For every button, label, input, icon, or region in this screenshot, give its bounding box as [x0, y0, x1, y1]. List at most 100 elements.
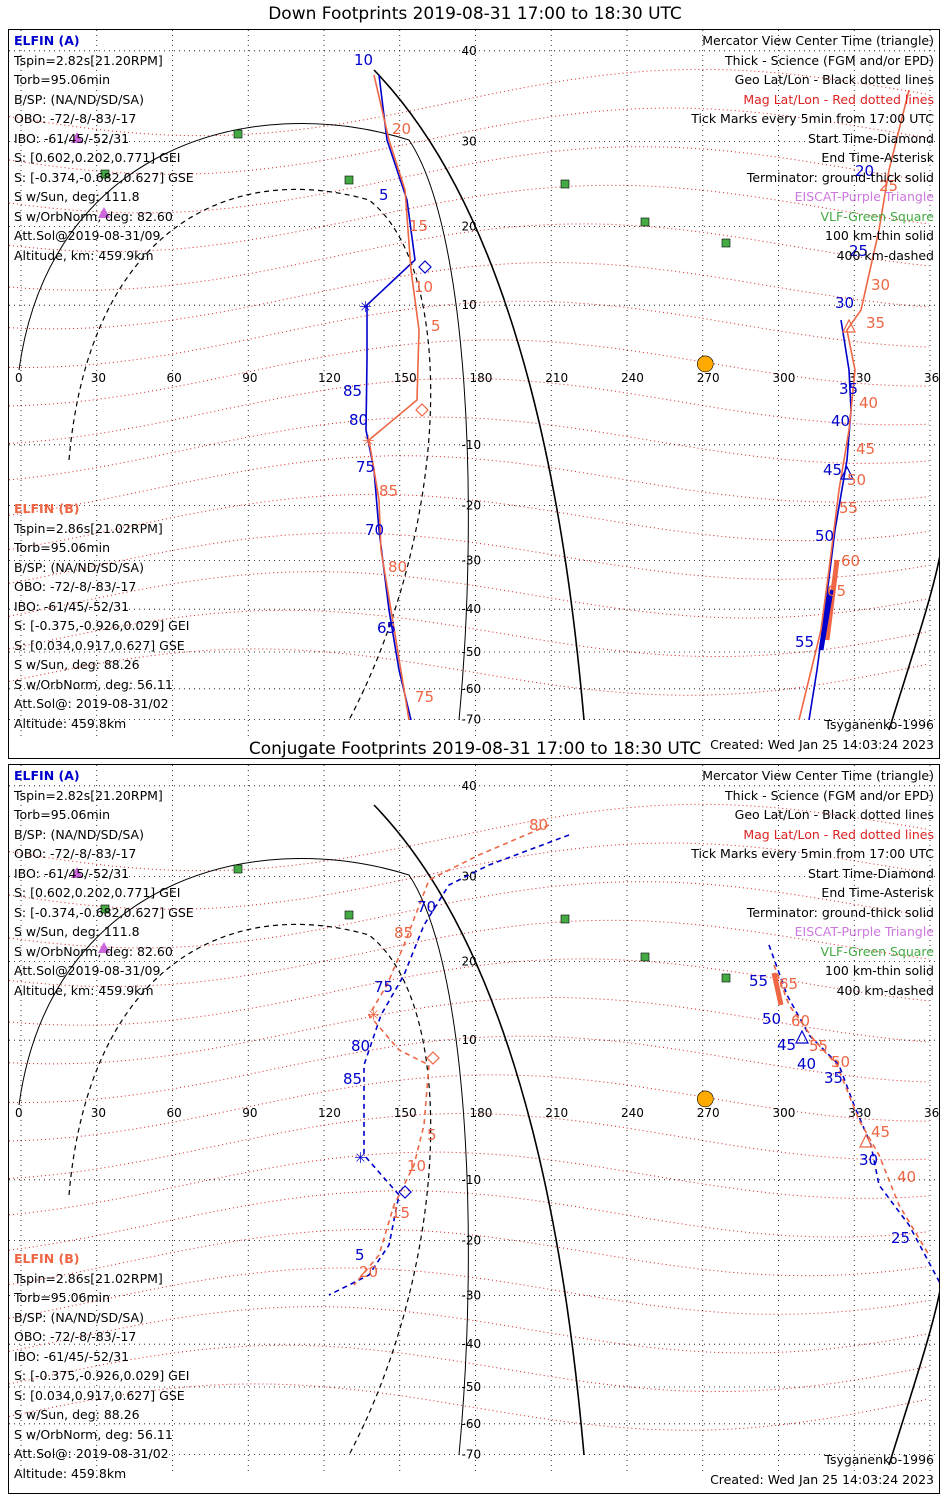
vlf-square-icon [721, 238, 731, 248]
elfin-a-track-east [808, 319, 852, 721]
elfin-a-tick-label: 35 [824, 1069, 843, 1087]
lat-tick-label: 10 [462, 1033, 477, 1047]
lat-tick-label: 40 [462, 44, 477, 58]
lat-tick-label: -20 [462, 1234, 482, 1248]
elfin-b-end-asterisk: ✳ [362, 432, 375, 450]
info-line: S: [-0.375,-0.926,0.029] GEI [14, 1368, 190, 1383]
elfin-a-tick-label: 85 [343, 382, 362, 400]
lon-tick-label: 60 [167, 1106, 182, 1120]
legend-bottom: Mercator View Center Time (triangle) Thi… [691, 766, 934, 1000]
lat-tick-label: 40 [462, 779, 477, 793]
elfin-b-tick-label: 55 [809, 1037, 828, 1055]
elfin-b-info-top: ELFIN (B) Tspin=2.86s[21.02RPM] Torb=95.… [14, 499, 189, 733]
elfin-a-tick-label: 80 [349, 411, 368, 429]
elfin-b-header: ELFIN (B) [14, 1251, 80, 1266]
elfin-a-tick-label: 55 [795, 633, 814, 651]
elfin-b-tick-label: 45 [856, 440, 875, 458]
elfin-b-track [368, 74, 420, 721]
elfin-a-tick-label: 20 [855, 162, 874, 180]
elfin-b-tick-label: 5 [431, 317, 441, 335]
elfin-a-tick-label: 40 [831, 412, 850, 430]
mag-lat-line [9, 493, 930, 551]
elfin-b-tick-label: 80 [388, 558, 407, 576]
info-line: Altitude: 459.8km [14, 715, 127, 731]
lon-tick-label: 90 [242, 371, 257, 385]
info-line: B/SP: (NA/ND/SD/SA) [14, 826, 144, 842]
lat-tick-label: -60 [462, 682, 482, 696]
mag-lat-line [9, 1383, 930, 1431]
lon-tick-label: 270 [697, 371, 720, 385]
elfin-b-tick-label: 15 [391, 1204, 410, 1222]
elfin-b-tick-label: 65 [827, 582, 846, 600]
info-line: IBO: -61/45/-52/31 [14, 865, 130, 881]
elfin-a-tick-label: 30 [835, 294, 854, 312]
elfin-b-tick-label: 45 [871, 1123, 890, 1141]
mag-lat-line [9, 68, 930, 137]
info-line: Tspin=2.82s[21.20RPM] [14, 52, 163, 68]
elfin-b-track-conjugate [353, 824, 550, 1286]
lon-tick-label: 270 [697, 1106, 720, 1120]
legend-end: End Time-Asterisk [821, 885, 934, 900]
info-line: IBO: -61/45/-52/31 [14, 598, 130, 614]
elfin-b-tick-label: 85 [394, 924, 413, 942]
mag-lat-line [9, 881, 930, 949]
elfin-b-tick-label: 60 [791, 1012, 810, 1030]
elfin-b-center-triangle [842, 318, 856, 333]
legend-400km: 400 km-dashed [836, 247, 934, 263]
elfin-b-tick-label: 30 [871, 276, 890, 294]
info-line: B/SP: (NA/ND/SD/SA) [14, 91, 144, 107]
elfin-a-start-diamond [418, 260, 432, 274]
elfin-b-science-segment [824, 559, 840, 641]
mag-lat-line [9, 1267, 930, 1319]
elfin-a-tick-label: 25 [891, 1229, 910, 1247]
elfin-a-info-bottom: ELFIN (A) Tspin=2.82s[21.20RPM] Torb=95.… [14, 766, 194, 1000]
mag-lat-line [9, 184, 930, 253]
mag-lat-line [9, 609, 930, 658]
elfin-a-tick-label: 75 [356, 458, 375, 476]
info-line: IBO: -61/45/-52/31 [14, 1348, 130, 1364]
created-label: Created: Wed Jan 25 14:03:24 2023 [710, 736, 934, 752]
terminator-line [373, 804, 585, 1456]
lon-tick-label: 360 [924, 371, 940, 385]
eiscat-triangle-icon [71, 867, 83, 878]
elfin-b-tick-label: 20 [392, 120, 411, 138]
info-line: S w/OrbNorm, deg: 82.60 [14, 943, 173, 959]
vlf-square-icon [233, 129, 243, 139]
elfin-a-header: ELFIN (A) [14, 768, 80, 783]
elfin-a-end-asterisk: ✳ [354, 1149, 367, 1167]
mag-lat-line [9, 571, 930, 619]
lon-tick-label: 360 [924, 1106, 940, 1120]
terminator-100km [18, 858, 469, 1456]
lon-tick-label: 150 [394, 371, 417, 385]
lon-tick-label: 60 [167, 371, 182, 385]
elfin-b-tick-label: 5 [427, 1126, 437, 1144]
info-line: S: [-0.374,-0.682,0.627] GSE [14, 904, 194, 920]
elfin-b-tick-label: 55 [839, 499, 858, 517]
elfin-a-tick-label: 70 [417, 898, 436, 916]
elfin-a-tick-label: 85 [343, 1070, 362, 1088]
info-line: B/SP: (NA/ND/SD/SA) [14, 559, 144, 575]
lon-tick-label: 210 [545, 371, 568, 385]
lat-tick-label: -20 [462, 499, 482, 513]
elfin-b-start-diamond [415, 403, 429, 417]
sun-icon [696, 1090, 714, 1108]
elfin-b-track-conjugate-east [773, 964, 930, 1256]
legend-mag: Mag Lat/Lon - Red dotted lines [743, 826, 934, 842]
terminator-400km [68, 923, 432, 1456]
conjugate-footprints-panel: 0 30 60 90 120 150 180 210 240 270 300 330 360 70 60 50… [8, 764, 940, 1494]
model-label: Tsyganenko-1996 [824, 1452, 934, 1467]
legend-end: End Time-Asterisk [821, 150, 934, 165]
lat-tick-label: 30 [462, 135, 477, 149]
elfin-a-tick-label: 5 [355, 1246, 365, 1264]
elfin-b-tick-label: 75 [415, 688, 434, 706]
info-line: Torb=95.06min [14, 540, 111, 555]
info-line: S: [-0.374,-0.682,0.627] GSE [14, 169, 194, 185]
mag-lat-line [9, 919, 930, 988]
elfin-b-track-east [798, 89, 910, 721]
elfin-b-info-bottom: ELFIN (B) Tspin=2.86s[21.02RPM] Torb=95.… [14, 1249, 189, 1483]
lat-tick-label: -70 [462, 1448, 482, 1462]
lon-tick-label: 30 [91, 371, 106, 385]
elfin-a-science-segment [818, 589, 834, 651]
lon-tick-label: 90 [242, 1106, 257, 1120]
mag-lat-line [9, 1228, 930, 1286]
